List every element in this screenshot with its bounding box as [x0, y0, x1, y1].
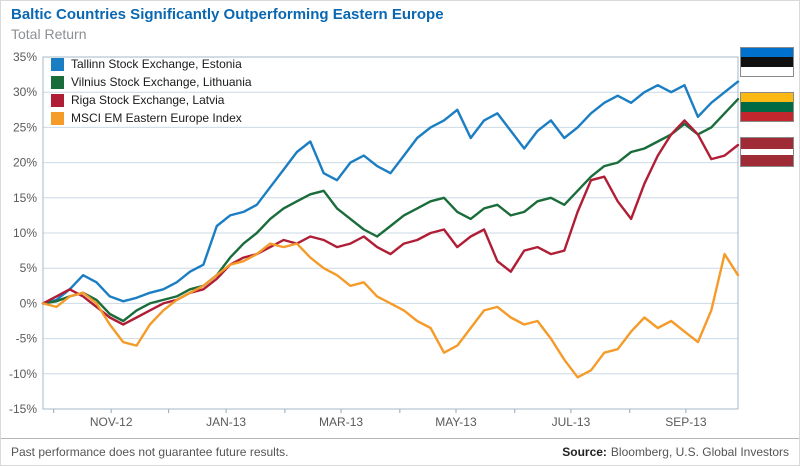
chart-legend: Tallinn Stock Exchange, Estonia Vilnius S… — [51, 55, 252, 127]
legend-swatch-icon — [51, 75, 64, 89]
x-tick-label: JAN-13 — [206, 415, 246, 429]
source-text: Source: Bloomberg, U.S. Global Investors — [562, 445, 789, 459]
legend-swatch-icon — [51, 93, 64, 107]
legend-swatch-icon — [51, 57, 64, 71]
legend-item-vilnius-stock-exchange-lithuania: Vilnius Stock Exchange, Lithuania — [51, 73, 252, 91]
estonia-flag — [740, 47, 794, 77]
y-tick-label: 30% — [13, 85, 37, 99]
legend-item-riga-stock-exchange-latvia: Riga Stock Exchange, Latvia — [51, 91, 252, 109]
y-tick-label: -10% — [9, 367, 37, 381]
flag-stripe — [741, 102, 793, 112]
country-flags — [740, 47, 794, 167]
x-tick-label: MAR-13 — [319, 415, 363, 429]
y-tick-label: 10% — [13, 226, 37, 240]
x-tick-label: MAY-13 — [435, 415, 477, 429]
source-value: Bloomberg, U.S. Global Investors — [610, 445, 789, 459]
y-tick-label: 35% — [13, 50, 37, 64]
flag-stripe — [741, 93, 793, 103]
flag-stripe — [741, 57, 793, 67]
legend-label: Tallinn Stock Exchange, Estonia — [71, 57, 242, 71]
legend-swatch-icon — [51, 111, 64, 125]
series-line-msci-em-eastern-europe-index — [41, 242, 740, 379]
legend-item-msci-em-eastern-europe-index: MSCI EM Eastern Europe Index — [51, 109, 252, 127]
chart-title: Baltic Countries Significantly Outperfor… — [11, 6, 444, 23]
legend-label: Riga Stock Exchange, Latvia — [71, 93, 225, 107]
legend-item-tallinn-stock-exchange-estonia: Tallinn Stock Exchange, Estonia — [51, 55, 252, 73]
series-line-vilnius-stock-exchange-lithuania — [41, 98, 740, 323]
y-tick-label: 20% — [13, 156, 37, 170]
footer: Past performance does not guarantee futu… — [1, 438, 799, 459]
flag-stripe — [741, 111, 793, 121]
y-tick-label: 25% — [13, 120, 37, 134]
series-line-riga-stock-exchange-latvia — [41, 119, 740, 326]
flag-stripe — [741, 149, 793, 155]
lithuania-flag — [740, 92, 794, 122]
chart-subtitle: Total Return — [11, 26, 87, 42]
x-tick-label: JUL-13 — [552, 415, 591, 429]
flag-stripe — [741, 154, 793, 166]
y-tick-label: 0% — [20, 296, 38, 310]
x-tick-label: NOV-12 — [90, 415, 133, 429]
line-chart: 35% 30% 25% 20% 15% 10% 5% 0% -5% -10% -15% NOV-12 J… — [9, 50, 740, 429]
disclaimer-text: Past performance does not guarantee futu… — [11, 445, 289, 459]
y-tick-label: 5% — [20, 261, 38, 275]
legend-label: Vilnius Stock Exchange, Lithuania — [71, 75, 252, 89]
flag-stripe — [741, 66, 793, 76]
flag-stripe — [741, 138, 793, 150]
plot-border — [42, 56, 739, 410]
legend-label: MSCI EM Eastern Europe Index — [71, 111, 242, 125]
x-tick-label: SEP-13 — [665, 415, 707, 429]
latvia-flag — [740, 137, 794, 167]
series-line-tallinn-stock-exchange-estonia — [41, 80, 740, 305]
flag-stripe — [741, 48, 793, 58]
source-label: Source: — [562, 445, 607, 459]
y-tick-label: 15% — [13, 191, 37, 205]
y-tick-label: -15% — [9, 402, 37, 416]
y-tick-label: -5% — [16, 332, 38, 346]
